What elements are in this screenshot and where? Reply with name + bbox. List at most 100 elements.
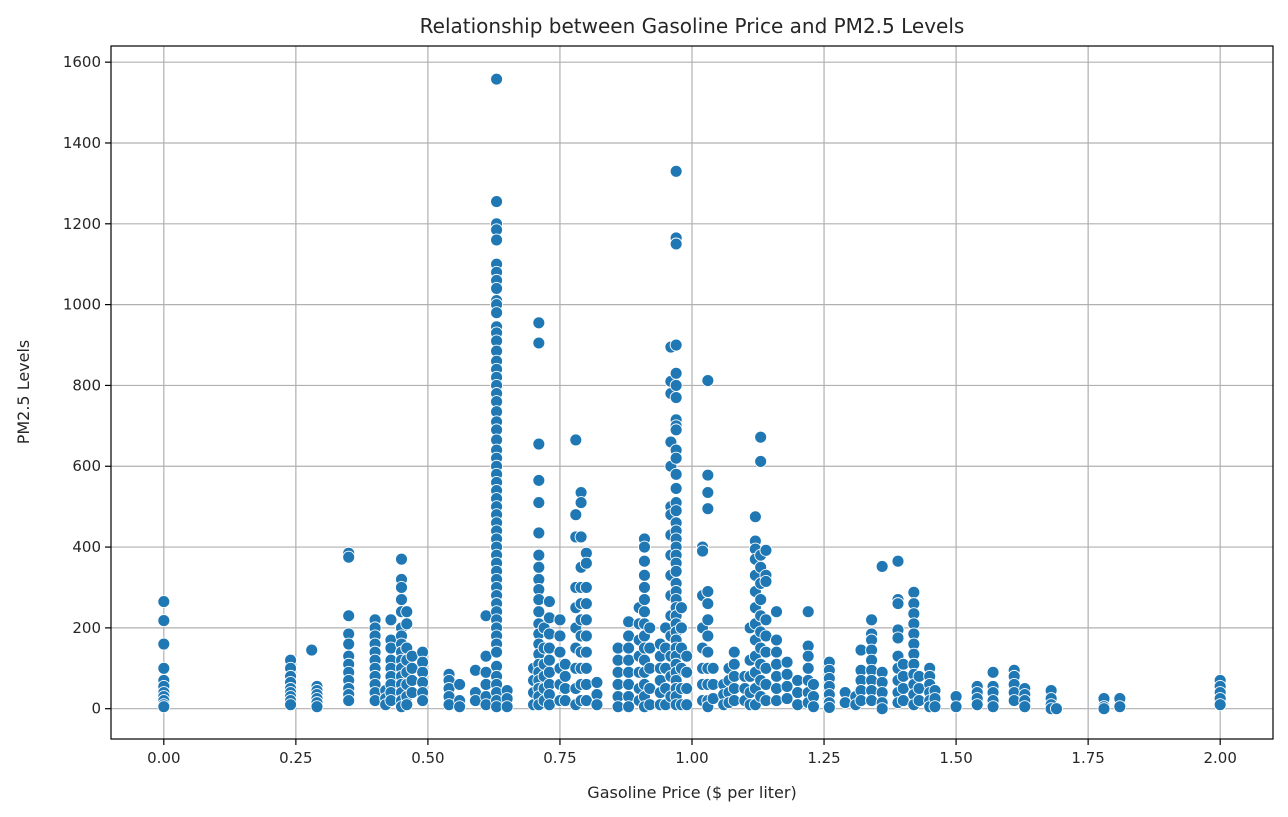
scatter-point [1049,702,1063,716]
x-tick-label: 0.00 [147,749,180,767]
scatter-point [579,645,593,659]
scatter-point [558,669,572,683]
x-tick-label: 0.75 [543,749,576,767]
scatter-point [680,665,694,679]
scatter-point [754,454,768,468]
scatter-point [669,164,683,178]
scatter-point [701,613,715,627]
scatter-point [754,430,768,444]
scatter-point [780,692,794,706]
y-axis-label: PM2.5 Levels [14,340,33,445]
scatter-point [807,677,820,691]
scatter-point [949,700,963,714]
scatter-point [1113,700,1127,714]
x-axis-label: Gasoline Price ($ per liter) [587,783,796,802]
scatter-point [759,613,773,627]
y-tick-label: 1600 [63,53,101,71]
scatter-point [780,667,794,681]
y-tick-label: 1200 [63,215,101,233]
scatter-point [986,700,1000,714]
scatter-point [490,195,504,209]
scatter-point [590,698,604,712]
scatter-point [791,698,805,712]
y-tick-label: 600 [72,457,101,475]
scatter-point [579,677,593,691]
scatter-point [669,504,683,518]
scatter-point [638,593,651,607]
scatter-point [727,645,741,659]
scatter-point [532,473,546,487]
y-axis-ticks: 0 200 400 600 800 1000 1200 1400 1600 [63,53,111,718]
scatter-point [928,700,942,714]
scatter-point [770,694,783,708]
scatter-point [669,237,683,251]
scatter-point [701,468,715,482]
grid-lines [111,46,1273,739]
scatter-point [669,391,683,405]
scatter-point [669,451,683,465]
scatter-point [579,581,593,594]
x-axis-ticks: 0.00 0.25 0.50 0.75 1.00 1.25 1.50 1.75 2.00 [147,739,1237,767]
scatter-point [770,633,783,647]
scatter-point [727,657,741,671]
scatter-point [384,613,398,627]
scatter-point [157,700,171,714]
scatter-point [770,657,783,671]
scatter-point [553,645,567,659]
scatter-point [622,641,636,655]
scatter-point [574,496,588,510]
scatter-point [342,609,356,623]
scatter-point [342,694,356,708]
scatter-point [400,698,414,712]
scatter-point [532,605,546,619]
scatter-point [780,655,794,669]
scatter-point [342,550,356,564]
y-tick-label: 1000 [63,296,101,314]
scatter-point [157,595,171,609]
scatter-point [638,540,651,554]
scatter-point [395,581,408,594]
scatter-point [891,554,905,568]
scatter-point [638,605,651,619]
scatter-point [706,661,720,675]
scatter-point [532,560,546,574]
scatter-point [680,698,694,712]
scatter-point [453,700,467,714]
scatter-point [579,661,593,675]
scatter-point [701,486,715,499]
scatter-point [891,597,905,611]
scatter-point [701,374,715,388]
scatter-point [643,621,657,635]
scatter-point [674,621,688,635]
scatter-point [669,564,683,578]
scatter-point [801,649,815,663]
scatter-point [542,595,556,609]
scatter-point [622,700,636,714]
scatter-point [157,661,171,675]
scatter-point [701,502,715,516]
scatter-point [532,526,546,540]
y-tick-label: 400 [72,538,101,556]
scatter-point [532,496,546,510]
scatter-point [801,661,815,675]
x-tick-label: 0.50 [411,749,444,767]
scatter-point [590,675,604,689]
scatter-point [579,556,593,570]
scatter-point [770,682,783,695]
scatter-point [400,605,414,619]
scatter-point [669,338,683,352]
scatter-point [780,680,794,693]
scatter-point [680,649,694,663]
scatter-point [490,306,504,320]
scatter-point [669,467,683,481]
scatter-point [553,629,567,643]
scatter-point [553,613,567,627]
scatter-point [284,698,298,712]
scatter-point [542,653,556,667]
scatter-point [770,669,783,683]
scatter-point [395,593,408,607]
scatter-point [542,627,556,641]
scatter-point [569,508,583,522]
scatter-point [822,701,836,714]
